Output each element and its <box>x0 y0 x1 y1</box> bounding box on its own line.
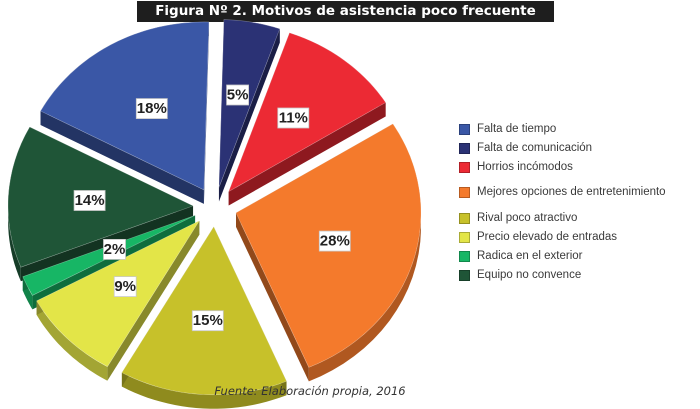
data-label-box-0 <box>135 98 168 119</box>
pie-slice-side-4 <box>121 372 287 409</box>
pie-slice-face-1-1 <box>218 28 280 202</box>
data-label-box-2 <box>277 107 310 129</box>
data-label-text-6: 2% <box>104 241 126 258</box>
pie-slice-1 <box>218 19 281 202</box>
pie-slice-top-0 <box>40 21 210 191</box>
legend-label-4: Rival poco atractivo <box>477 212 578 224</box>
data-label-2: 11% <box>277 107 310 129</box>
data-label-0: 18% <box>135 98 168 119</box>
legend-item-7: Equipo no convence <box>459 267 581 283</box>
legend-swatch-6 <box>459 250 470 262</box>
data-label-text-0: 18% <box>137 100 167 117</box>
data-label-box-5 <box>113 276 137 298</box>
legend-item-4: Rival poco atractivo <box>459 210 577 226</box>
data-label-7: 14% <box>73 190 106 211</box>
legend-item-6: Radica en el exterior <box>459 248 582 264</box>
legend-label-6: Radica en el exterior <box>477 250 583 262</box>
legend-label-0: Falta de tiempo <box>477 123 557 135</box>
legend-label-3: Mejores opciones de entretenimiento <box>477 186 666 198</box>
chart-legend: Falta de tiempo Falta de comunicación Horr… <box>455 117 700 292</box>
legend-item-1: Falta de comunicación <box>459 140 592 156</box>
data-label-text-2: 11% <box>279 110 308 127</box>
legend-item-0: Falta de tiempo <box>459 121 556 137</box>
pie-chart: 18% 5% 11% 28% 15% 9% 2% 14% <box>7 19 422 409</box>
legend-swatch-5 <box>459 231 470 243</box>
legend-label-7: Equipo no convence <box>477 269 582 281</box>
data-label-box-1 <box>226 84 250 106</box>
legend-swatch-1 <box>459 142 470 154</box>
legend-swatch-0 <box>459 123 470 135</box>
source-caption: Fuente: Elaboración propia, 2016 <box>214 384 406 398</box>
pie-slice-top-1 <box>218 19 281 188</box>
data-label-1: 5% <box>226 84 250 106</box>
data-label-text-1: 5% <box>227 87 249 104</box>
pie-slice-face-0-0 <box>40 111 204 204</box>
data-label-6: 2% <box>103 238 126 260</box>
legend-label-5: Precio elevado de entradas <box>477 231 618 243</box>
legend-swatch-2 <box>459 161 470 173</box>
pie-slice-face-3-1 <box>235 212 309 382</box>
data-label-5: 9% <box>113 276 137 298</box>
pie-slice-face-0-1 <box>203 21 209 204</box>
legend-item-2: Horrios incómodos <box>459 159 573 175</box>
pie-slice-0 <box>40 21 210 204</box>
legend-label-2: Horrios incómodos <box>477 161 573 173</box>
data-label-text-3: 28% <box>320 233 350 250</box>
legend-item-3: Mejores opciones de entretenimiento <box>459 184 666 200</box>
legend-label-1: Falta de comunicación <box>477 142 593 154</box>
legend-swatch-4 <box>459 212 470 224</box>
pie-slice-face-5-0 <box>107 220 200 381</box>
data-label-box-3 <box>318 230 351 252</box>
figure-title: Figura Nº 2. Motivos de asistencia poco … <box>137 1 554 22</box>
data-label-box-4 <box>191 310 224 332</box>
data-label-text-4: 15% <box>193 312 223 329</box>
pie-slice-side-5 <box>36 300 108 381</box>
data-label-box-7 <box>73 190 106 211</box>
legend-swatch-3 <box>459 186 470 198</box>
legend-swatch-7 <box>459 269 470 281</box>
data-label-text-7: 14% <box>75 192 105 209</box>
data-label-text-5: 9% <box>114 278 136 295</box>
data-label-3: 28% <box>318 230 351 252</box>
data-label-4: 15% <box>191 310 224 332</box>
pie-slice-face-2-1 <box>228 102 386 206</box>
legend-item-5: Precio elevado de entradas <box>459 229 617 245</box>
data-label-box-6 <box>103 238 126 260</box>
